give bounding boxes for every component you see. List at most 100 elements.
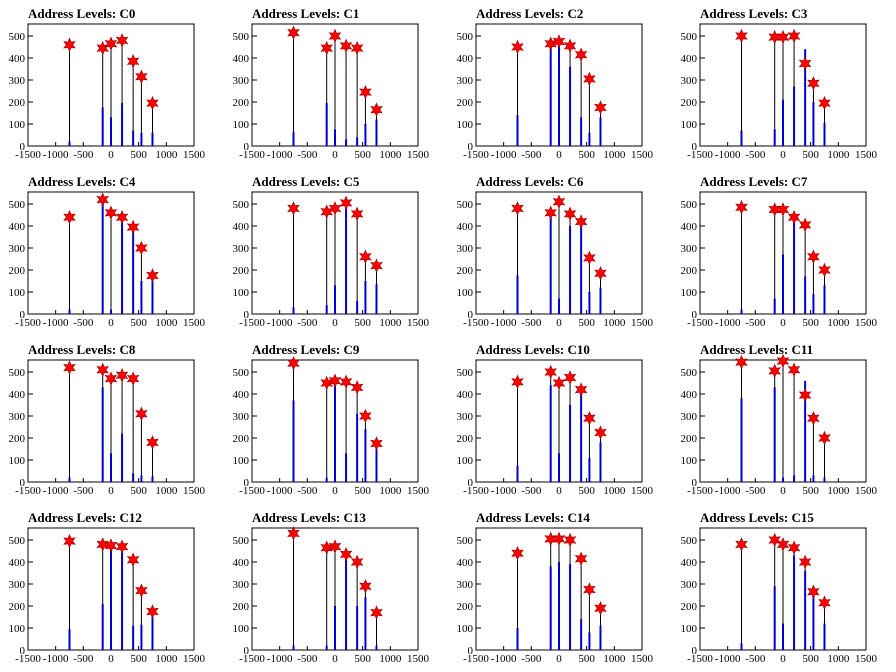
y-tick-label: 400 xyxy=(681,557,698,569)
peak-marker xyxy=(583,250,596,266)
y-tick-label: 100 xyxy=(681,623,698,635)
peak-marker xyxy=(287,526,300,541)
x-tick-label: 500 xyxy=(578,149,595,161)
x-tick-label: -1000 xyxy=(491,317,517,329)
peak-marker xyxy=(818,95,831,111)
bar xyxy=(364,281,367,314)
x-tick-label: -1000 xyxy=(491,653,517,665)
peak-marker xyxy=(359,84,372,100)
x-tick-label: 500 xyxy=(578,317,595,329)
x-tick-label: -500 xyxy=(521,149,542,161)
peak-marker xyxy=(776,537,790,552)
y-tick-label: 300 xyxy=(9,75,26,87)
bar xyxy=(334,285,336,314)
peak-marker xyxy=(776,29,790,45)
bar xyxy=(68,477,71,482)
y-tick-label: 400 xyxy=(233,53,250,65)
x-tick-label: 1500 xyxy=(855,317,878,329)
bar xyxy=(516,275,519,314)
bar xyxy=(68,629,71,650)
y-tick-label: 500 xyxy=(681,535,698,547)
x-tick-label: 500 xyxy=(802,485,819,497)
bar xyxy=(804,570,807,650)
x-tick-label: -1500 xyxy=(463,485,489,497)
chart-title: Address Levels: C8 xyxy=(28,342,136,357)
y-tick-label: 0 xyxy=(244,477,250,489)
bar xyxy=(516,628,519,650)
x-tick-label: 500 xyxy=(354,317,371,329)
bar xyxy=(151,132,154,146)
x-tick-label: -1500 xyxy=(463,653,489,665)
x-tick-label: 0 xyxy=(780,485,786,497)
bar xyxy=(599,117,602,146)
bar xyxy=(121,221,124,314)
chart-title: Address Levels: C1 xyxy=(252,6,359,21)
chart-title: Address Levels: C7 xyxy=(700,174,808,189)
bar xyxy=(345,453,348,482)
y-tick-label: 500 xyxy=(9,199,26,211)
peak-marker xyxy=(104,205,118,221)
peak-marker xyxy=(135,406,148,422)
y-tick-label: 0 xyxy=(20,141,26,153)
y-tick-label: 0 xyxy=(468,645,474,657)
y-tick-label: 500 xyxy=(233,199,250,211)
peak-marker xyxy=(126,371,140,386)
y-tick-label: 500 xyxy=(457,31,474,43)
bar xyxy=(804,380,807,482)
bar xyxy=(345,139,348,146)
x-tick-label: -1500 xyxy=(239,653,265,665)
chart-title: Address Levels: C6 xyxy=(476,174,584,189)
peak-marker xyxy=(574,214,588,229)
x-tick-label: -1500 xyxy=(463,149,489,161)
peak-marker xyxy=(328,539,342,554)
chart-panel: Address Levels: C15 0 100 200 300 400 500 -1500… xyxy=(681,510,878,665)
bar xyxy=(325,477,328,482)
peak-marker xyxy=(115,33,129,48)
x-tick-label: -1500 xyxy=(687,653,713,665)
bar xyxy=(782,623,784,650)
y-tick-label: 100 xyxy=(233,287,250,299)
chart-panel: Address Levels: C10 0 100 200 300 400 500 -1500… xyxy=(457,342,654,497)
peak-marker xyxy=(563,370,577,385)
y-tick-label: 300 xyxy=(233,75,250,87)
bar xyxy=(121,433,124,482)
peak-marker xyxy=(370,436,383,451)
y-tick-label: 300 xyxy=(681,75,698,87)
x-tick-label: 1000 xyxy=(603,149,626,161)
y-tick-label: 0 xyxy=(244,309,250,321)
x-tick-label: -1500 xyxy=(687,149,713,161)
peak-marker xyxy=(594,425,607,440)
y-tick-label: 500 xyxy=(681,31,698,43)
x-tick-label: 1500 xyxy=(855,149,878,161)
x-tick-label: 500 xyxy=(130,653,147,665)
x-tick-label: 1000 xyxy=(155,485,178,497)
peak-marker xyxy=(135,583,148,598)
peak-marker xyxy=(807,249,820,265)
bar xyxy=(549,385,552,482)
y-tick-label: 400 xyxy=(457,389,474,401)
x-tick-label: -1500 xyxy=(239,485,265,497)
x-tick-label: 500 xyxy=(802,317,819,329)
peak-marker xyxy=(818,430,831,446)
peak-marker xyxy=(339,195,353,211)
bar xyxy=(793,86,796,146)
chart-title: Address Levels: C13 xyxy=(252,510,366,525)
bar xyxy=(334,376,336,482)
peak-marker xyxy=(787,209,801,225)
x-tick-label: 1000 xyxy=(155,653,178,665)
bar xyxy=(823,477,826,482)
bar xyxy=(132,473,135,482)
bar xyxy=(812,294,815,314)
peak-marker xyxy=(818,262,831,278)
peak-marker xyxy=(552,194,566,210)
x-tick-label: 1500 xyxy=(407,653,430,665)
y-tick-label: 200 xyxy=(9,265,26,277)
y-tick-label: 300 xyxy=(681,411,698,423)
bar xyxy=(110,546,112,650)
bar xyxy=(823,623,826,650)
bar xyxy=(588,132,591,146)
y-tick-label: 0 xyxy=(244,645,250,657)
x-tick-label: 0 xyxy=(556,485,562,497)
peak-marker xyxy=(511,39,524,55)
x-tick-label: 1500 xyxy=(631,485,654,497)
